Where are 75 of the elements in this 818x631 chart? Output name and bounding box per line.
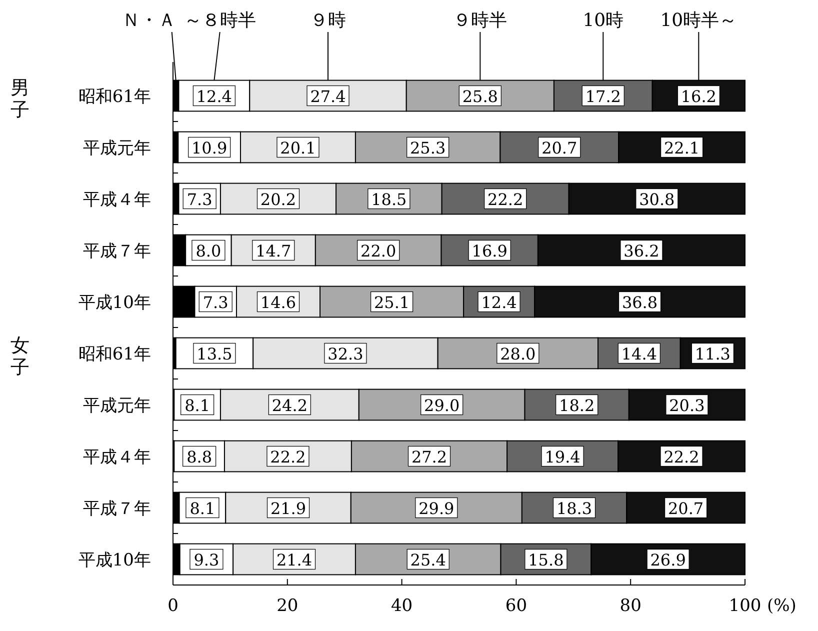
- y-tick-label: 平成４年: [83, 190, 151, 210]
- data-label: 14.6: [260, 292, 296, 312]
- text: 10時半～: [660, 10, 738, 31]
- data-label: 21.9: [270, 498, 306, 518]
- data-label: 10.9: [192, 138, 228, 158]
- data-label: 22.2: [488, 190, 524, 209]
- y-tick-label: 平成７年: [83, 241, 151, 262]
- data-label: 18.5: [371, 190, 407, 209]
- data-label: 24.2: [272, 396, 308, 415]
- data-label: 26.9: [650, 550, 686, 570]
- y-tick-label: 平成10年: [78, 550, 151, 570]
- y-tick-label: 平成７年: [83, 498, 151, 519]
- data-label: 20.7: [542, 138, 578, 158]
- x-tick-label: 20: [276, 596, 298, 616]
- data-label: 22.0: [360, 241, 396, 260]
- data-label: 8.1: [184, 396, 210, 415]
- data-label: 27.4: [310, 86, 346, 106]
- text: Ｎ・Ａ: [122, 10, 176, 31]
- data-label: 22.2: [664, 447, 700, 466]
- x-tick-label: 80: [620, 596, 642, 616]
- data-label: 19.4: [544, 447, 580, 466]
- data-label: 17.2: [585, 86, 621, 106]
- y-tick-label: 平成元年: [83, 138, 151, 158]
- data-label: 8.8: [186, 447, 212, 466]
- text: ９時半: [453, 10, 508, 31]
- data-label: 25.1: [374, 292, 410, 312]
- data-label: 20.3: [669, 396, 705, 415]
- text: ９時: [310, 10, 346, 31]
- text: 女子: [10, 334, 30, 378]
- data-label: 27.2: [411, 447, 448, 466]
- data-label: 20.1: [280, 138, 316, 158]
- data-label: 25.3: [410, 138, 446, 158]
- data-label: 8.0: [196, 241, 222, 260]
- y-tick-label: 平成10年: [78, 292, 151, 313]
- x-tick-label: 100: [728, 596, 762, 616]
- data-label: 7.3: [186, 190, 212, 209]
- data-label: 30.8: [639, 190, 675, 209]
- data-label: 12.4: [196, 86, 232, 106]
- data-label: 36.8: [622, 292, 658, 312]
- data-label: 28.0: [500, 344, 536, 364]
- data-label: 32.3: [328, 344, 364, 364]
- data-label: 25.8: [462, 86, 498, 106]
- data-label: 20.7: [668, 498, 704, 518]
- data-label: 15.8: [528, 550, 564, 570]
- data-label: 7.3: [202, 292, 228, 312]
- data-label: 20.2: [260, 190, 296, 209]
- text: 10時: [582, 10, 624, 31]
- data-label: 11.3: [694, 344, 730, 364]
- data-label: 16.9: [472, 241, 508, 260]
- data-label: 22.1: [664, 138, 700, 158]
- y-tick-label: 平成４年: [83, 447, 151, 468]
- data-label: 25.4: [410, 550, 446, 570]
- x-axis-title: (%): [767, 596, 796, 616]
- data-label: 12.4: [481, 292, 517, 312]
- x-tick-label: 0: [168, 596, 178, 616]
- text: ～８時半: [184, 10, 256, 31]
- data-label: 16.2: [680, 86, 716, 106]
- text: 男子: [10, 76, 30, 121]
- data-label: 18.3: [556, 498, 592, 518]
- x-tick-label: 60: [505, 596, 528, 616]
- data-label: 36.2: [624, 241, 660, 260]
- data-label: 18.2: [559, 396, 595, 415]
- data-label: 22.2: [270, 447, 306, 466]
- data-label: 29.0: [424, 396, 460, 415]
- y-tick-label: 平成元年: [83, 396, 151, 416]
- data-label: 14.7: [256, 241, 292, 260]
- data-label: 8.1: [190, 498, 216, 518]
- x-tick-label: 40: [390, 596, 413, 616]
- data-label: 9.3: [194, 550, 220, 570]
- data-label: 29.9: [418, 498, 454, 518]
- data-label: 21.4: [276, 550, 312, 570]
- data-label: 13.5: [196, 344, 232, 364]
- y-tick-label: 昭和61年: [78, 86, 151, 107]
- data-label: 14.4: [621, 344, 657, 364]
- y-tick-label: 昭和61年: [78, 344, 151, 364]
